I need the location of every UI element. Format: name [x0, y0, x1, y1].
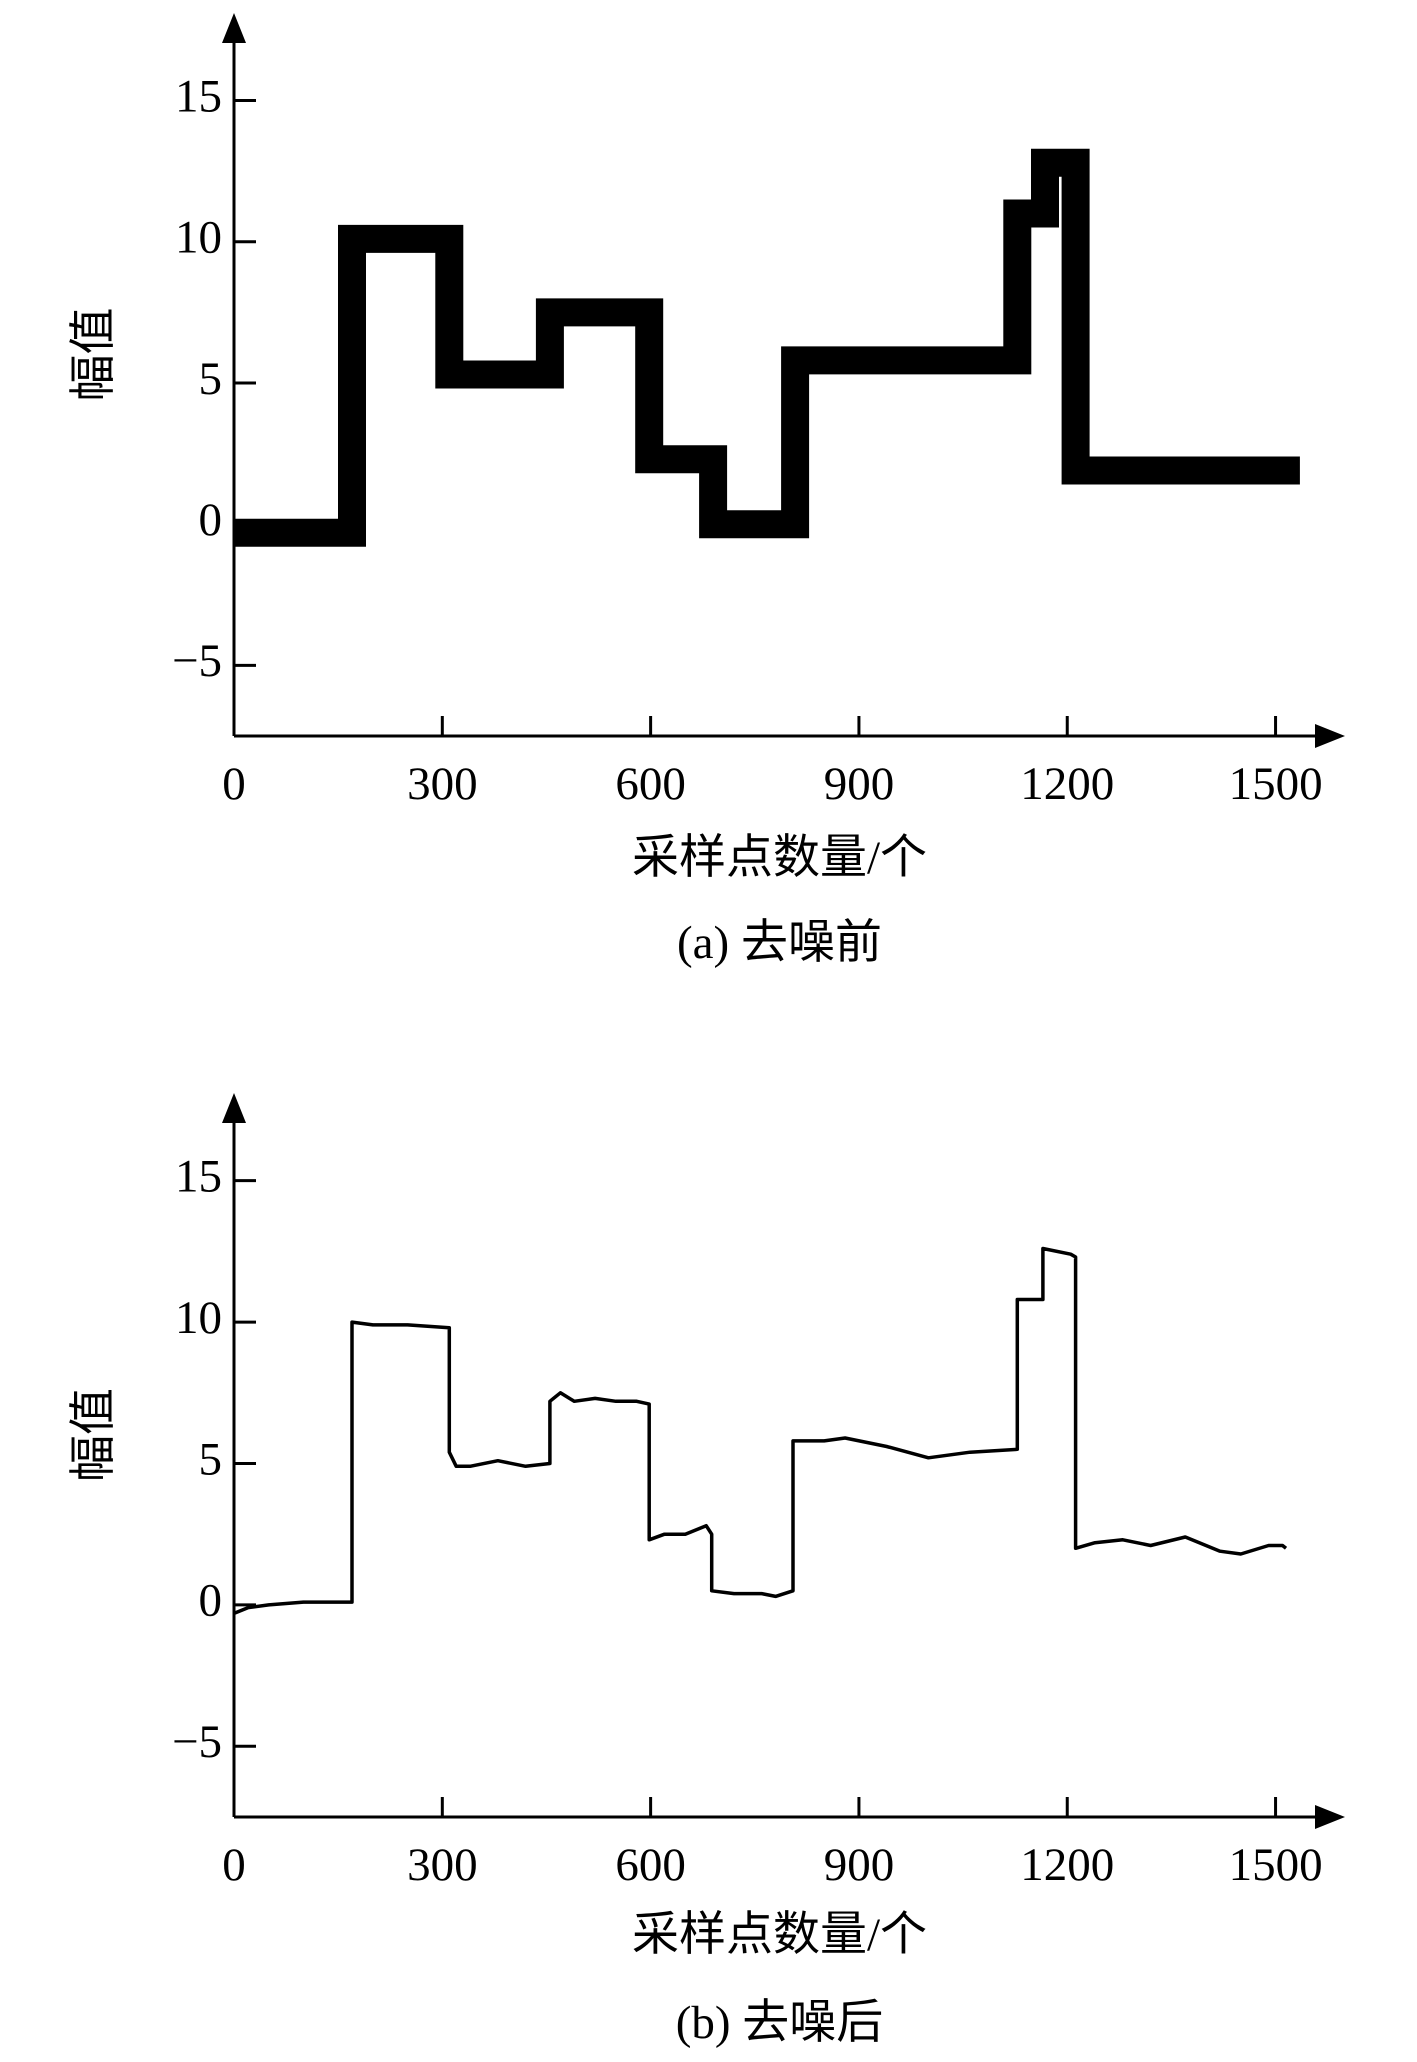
x-tick-label: 1500 [1229, 1839, 1323, 1891]
x-tick-label: 0 [222, 1839, 246, 1891]
y-tick-label: −5 [172, 635, 222, 687]
y-tick-label: 15 [175, 70, 222, 122]
y-tick-label: 0 [199, 1575, 223, 1627]
signal-line [234, 148, 1300, 547]
x-tick-label: 600 [615, 1839, 686, 1891]
y-axis-label: 幅值 [68, 1388, 120, 1482]
y-tick-label: 15 [175, 1150, 222, 1202]
x-tick-label: 0 [222, 758, 246, 810]
y-tick-label: 0 [199, 494, 223, 546]
y-axis-arrow [222, 13, 246, 43]
x-axis-arrow [1315, 1805, 1345, 1829]
x-tick-label: 1200 [1020, 758, 1114, 810]
x-tick-label: 900 [824, 1839, 895, 1891]
caption: (b) 去噪后 [676, 1997, 884, 2049]
y-tick-label: 5 [199, 1433, 223, 1485]
signal-line [233, 1246, 1288, 1616]
caption: (a) 去噪前 [677, 917, 882, 969]
x-axis-label: 采样点数量/个 [632, 832, 927, 884]
y-axis-arrow [222, 1093, 246, 1123]
y-tick-label: 5 [199, 353, 223, 405]
y-tick-label: 10 [175, 1292, 222, 1344]
x-axis-arrow [1315, 724, 1345, 748]
x-tick-label: 300 [407, 1839, 478, 1891]
y-axis-label: 幅值 [68, 308, 120, 402]
x-axis-label: 采样点数量/个 [632, 1909, 927, 1961]
x-tick-label: 1200 [1020, 1839, 1114, 1891]
x-tick-label: 300 [407, 758, 478, 810]
x-tick-label: 600 [615, 758, 686, 810]
y-tick-label: 10 [175, 212, 222, 264]
y-tick-label: −5 [172, 1716, 222, 1768]
x-tick-label: 1500 [1229, 758, 1323, 810]
x-tick-label: 900 [824, 758, 895, 810]
